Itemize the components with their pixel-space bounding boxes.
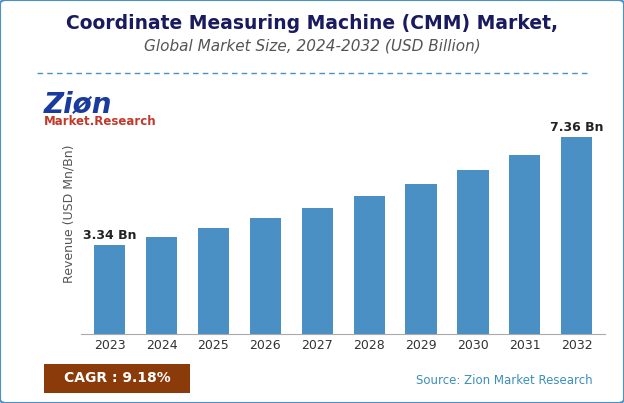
Text: Source: Zion Market Research: Source: Zion Market Research [416,374,593,387]
Bar [457,170,489,334]
Bar [94,245,125,334]
Bar [561,137,592,334]
Text: Market.Research: Market.Research [44,115,156,128]
Bar [509,155,540,334]
Bar [146,237,177,334]
Bar [354,196,385,334]
Text: Global Market Size, 2024-2032 (USD Billion): Global Market Size, 2024-2032 (USD Billi… [144,38,480,53]
Bar [198,228,229,334]
Bar [301,208,333,334]
Bar [250,218,281,334]
Y-axis label: Revenue (USD Mn/Bn): Revenue (USD Mn/Bn) [62,144,76,283]
Text: Coordinate Measuring Machine (CMM) Market,: Coordinate Measuring Machine (CMM) Marke… [66,14,558,33]
Text: Ziøn: Ziøn [44,91,112,118]
Text: 3.34 Bn: 3.34 Bn [83,229,137,241]
Text: 7.36 Bn: 7.36 Bn [550,120,603,133]
Bar [406,184,437,334]
Text: CAGR : 9.18%: CAGR : 9.18% [64,372,170,385]
